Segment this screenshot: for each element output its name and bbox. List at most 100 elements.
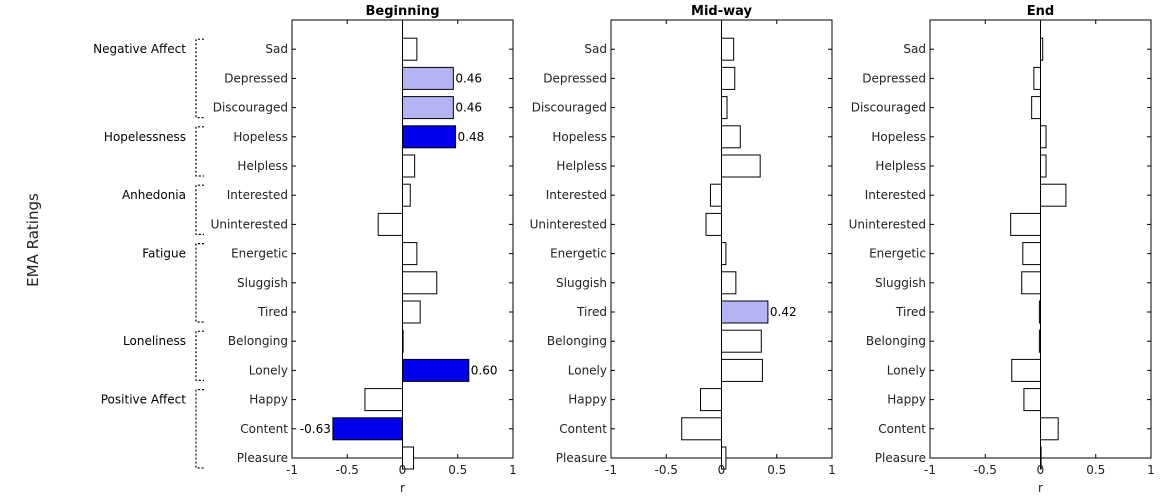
xtick-label: -0.5 (974, 463, 997, 477)
bar-happy (700, 388, 723, 412)
bar-sluggish (1021, 271, 1042, 295)
group-bracket (195, 330, 204, 381)
bar-helpless (402, 154, 416, 178)
category-label: Lonely (887, 363, 926, 377)
bar-tired (721, 300, 769, 324)
xtick-label: 1 (828, 463, 836, 477)
xtick-label: 0 (1037, 463, 1045, 477)
bar-discouraged (721, 96, 728, 120)
category-label: Depressed (862, 71, 926, 85)
bar-depressed (402, 66, 454, 90)
xtick-label: -1 (924, 463, 936, 477)
panel-title: Beginning (365, 4, 439, 19)
category-label: Hopeless (233, 130, 288, 144)
category-label: Sluggish (237, 276, 288, 290)
category-label: Belonging (866, 334, 926, 348)
bar-sluggish (721, 271, 737, 295)
bar-uninterested (1010, 212, 1041, 236)
xtick-label: -0.5 (655, 463, 678, 477)
bar-lonely (721, 358, 763, 382)
category-label: Happy (887, 393, 926, 407)
bar-hopeless (1040, 125, 1047, 149)
category-label: Hopeless (552, 130, 607, 144)
category-label: Energetic (550, 247, 607, 261)
bar-interested (1040, 183, 1067, 207)
category-label: Depressed (224, 71, 288, 85)
group-brackets: Negative Affect Hopelessness Anhedonia Fati… (93, 38, 204, 469)
category-label: Sad (265, 42, 288, 56)
category-label: Tired (895, 305, 926, 319)
group-bracket (195, 38, 204, 119)
category-label: Uninterested (530, 217, 607, 231)
bar-sluggish (402, 271, 438, 295)
group-bracket (195, 243, 204, 323)
panel-2: End Sad Depressed Discouraged Hopeless Helple… (849, 4, 1155, 495)
bar-helpless (1040, 154, 1047, 178)
xtick-label: 0 (399, 463, 407, 477)
bar-sad (402, 37, 418, 61)
group-1: Hopelessness (104, 126, 204, 177)
data-label: -0.63 (300, 422, 331, 436)
xtick-label: 0.5 (767, 463, 786, 477)
data-label: 0.42 (770, 305, 797, 319)
panel-title: End (1027, 4, 1054, 19)
category-label: Belonging (547, 334, 607, 348)
category-label: Uninterested (211, 217, 288, 231)
category-label: Discouraged (851, 101, 926, 115)
group-4: Loneliness (123, 330, 204, 381)
group-0: Negative Affect (93, 38, 204, 119)
xtick-label: 0.5 (448, 463, 467, 477)
group-label: Fatigue (142, 247, 186, 261)
category-label: Content (240, 422, 288, 436)
x-axis-label: r (400, 481, 405, 495)
category-label: Helpless (237, 159, 288, 173)
xtick-label: 0 (718, 463, 726, 477)
bar-hopeless (721, 125, 741, 149)
category-label: Belonging (228, 334, 288, 348)
bar-lonely (402, 358, 470, 382)
bar-lonely (1011, 358, 1042, 382)
xtick-label: 1 (509, 463, 517, 477)
category-label: Sad (903, 42, 926, 56)
group-bracket (195, 126, 204, 177)
bar-uninterested (377, 212, 404, 236)
xtick-label: -1 (286, 463, 298, 477)
group-label: Anhedonia (122, 188, 186, 202)
category-label: Interested (227, 188, 288, 202)
bar-energetic (402, 242, 418, 266)
panels: Beginning 0.46 0.46 0.48 0.60 -0.63 Sad Depress… (211, 4, 1155, 495)
category-label: Pleasure (237, 451, 288, 465)
category-label: Hopeless (871, 130, 926, 144)
category-label: Happy (568, 393, 607, 407)
group-5: Positive Affect (101, 389, 204, 469)
data-label: 0.46 (455, 101, 482, 115)
bar-energetic (721, 242, 727, 266)
xtick-label: -1 (605, 463, 617, 477)
category-label: Interested (865, 188, 926, 202)
category-label: Content (559, 422, 607, 436)
bar-discouraged (1031, 96, 1042, 120)
bar-hopeless (402, 125, 457, 149)
bar-helpless (721, 154, 761, 178)
group-label: Hopelessness (104, 130, 186, 144)
category-label: Pleasure (875, 451, 926, 465)
bar-belonging (721, 329, 762, 353)
category-label: Content (878, 422, 926, 436)
category-label: Depressed (543, 71, 607, 85)
category-label: Interested (546, 188, 607, 202)
xtick-label: 0.5 (1086, 463, 1105, 477)
data-label: 0.48 (458, 130, 485, 144)
category-label: Energetic (869, 247, 926, 261)
category-label: Energetic (231, 247, 288, 261)
group-label: Loneliness (123, 334, 186, 348)
category-label: Happy (249, 393, 288, 407)
group-label: Negative Affect (93, 42, 186, 56)
x-axis-label: r (1038, 481, 1043, 495)
group-3: Fatigue (142, 243, 204, 323)
bar-interested (709, 183, 723, 207)
bar-depressed (721, 66, 736, 90)
bar-interested (402, 183, 411, 207)
bar-energetic (1022, 242, 1042, 266)
category-label: Uninterested (849, 217, 926, 231)
